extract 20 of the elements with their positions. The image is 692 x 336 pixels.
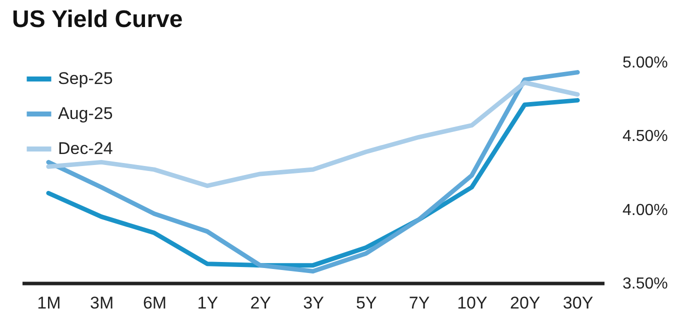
x-tick-label: 7Y bbox=[408, 294, 430, 312]
y-tick-label: 3.50% bbox=[622, 276, 668, 292]
y-tick-label: 4.50% bbox=[622, 128, 668, 146]
chart-title: US Yield Curve bbox=[12, 6, 183, 33]
x-tick-label: 30Y bbox=[562, 294, 594, 312]
y-tick-label: 5.00% bbox=[622, 54, 668, 72]
x-tick-label: 5Y bbox=[356, 294, 377, 312]
y-tick-label: 4.00% bbox=[622, 202, 668, 219]
legend-label: Dec-24 bbox=[58, 139, 113, 158]
x-tick-label: 3M bbox=[90, 294, 114, 312]
x-tick-label: 10Y bbox=[457, 294, 488, 312]
x-tick-label: 2Y bbox=[250, 294, 271, 312]
x-tick-label: 1M bbox=[37, 294, 61, 312]
legend-label: Aug-25 bbox=[58, 104, 113, 123]
x-tick-label: 20Y bbox=[510, 294, 540, 312]
line-series bbox=[46, 70, 580, 274]
x-tick-label: 1Y bbox=[197, 294, 218, 312]
x-tick-label: 6M bbox=[142, 294, 167, 312]
legend-label: Sep-25 bbox=[58, 69, 113, 88]
x-tick-label: 3Y bbox=[303, 294, 324, 312]
